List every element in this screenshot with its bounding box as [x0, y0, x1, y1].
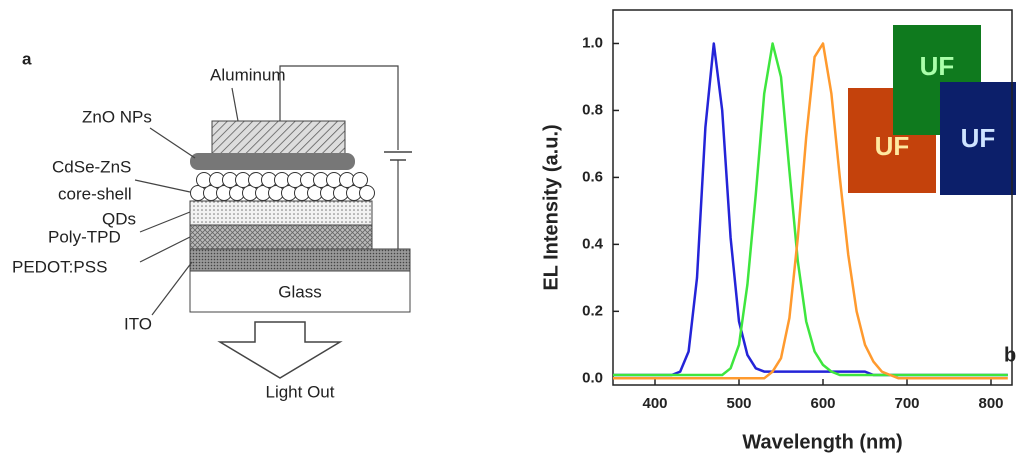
x-tick-label: 700 — [894, 395, 919, 412]
y-axis-label: EL Intensity (a.u.) — [540, 124, 562, 290]
spectrum-line — [613, 42, 1008, 380]
glass-layer — [189, 270, 411, 313]
qd-label: QDs — [102, 209, 136, 228]
zno-label: ZnO NPs — [82, 107, 152, 126]
x-tick-label: 800 — [978, 395, 1003, 412]
qd-label: CdSe-ZnS — [52, 157, 131, 176]
pedot-label: PEDOT:PSS — [12, 257, 107, 276]
spectrum-line — [613, 42, 1008, 377]
photo-logo: UF — [961, 123, 996, 153]
y-tick-label: 0.8 — [582, 101, 603, 118]
pointer — [134, 179, 191, 193]
poly-tpd-layer — [189, 200, 373, 226]
x-tick-label: 400 — [642, 395, 667, 412]
pointer — [149, 127, 196, 159]
y-tick-label: 0.6 — [582, 168, 603, 185]
blue-photo — [940, 82, 1016, 195]
quantum-dot — [352, 172, 368, 188]
qd-layer — [190, 172, 375, 201]
y-tick-label: 0.0 — [582, 369, 603, 386]
y-tick-label: 0.4 — [582, 235, 604, 252]
zno-layer — [190, 153, 355, 170]
qd-label: core-shell — [58, 184, 132, 203]
device-diagram: a Glass Light Out Aluminum ZnO NPs CdSe-… — [12, 49, 412, 401]
pointer — [139, 211, 191, 233]
plot-frame — [612, 9, 1013, 386]
pointer — [151, 261, 193, 316]
x-tick-label: 500 — [726, 395, 751, 412]
y-tick-label: 1.0 — [582, 34, 603, 51]
pointer — [139, 236, 191, 263]
panel-label: b — [1004, 344, 1016, 366]
inset-photos: UF UF UF — [848, 25, 1016, 195]
light-arrow — [217, 321, 343, 379]
light-out-label: Light Out — [266, 382, 335, 401]
x-axis-label: Wavelength (nm) — [742, 431, 902, 453]
x-tick-label: 600 — [810, 395, 835, 412]
photo-logo: UF — [920, 51, 955, 81]
aluminum-layer — [211, 120, 346, 155]
wire — [279, 65, 399, 150]
y-tick-label: 0.2 — [582, 302, 603, 319]
aluminum-label: Aluminum — [210, 65, 286, 84]
ito-layer — [189, 248, 411, 272]
poly-tpd-label: Poly-TPD — [48, 227, 121, 246]
pedot-layer — [189, 224, 373, 250]
photo-logo: UF — [875, 131, 910, 161]
ito-label: ITO — [124, 314, 152, 333]
panel-label: a — [22, 49, 32, 68]
glass-label: Glass — [278, 282, 321, 301]
pointer — [231, 87, 239, 122]
